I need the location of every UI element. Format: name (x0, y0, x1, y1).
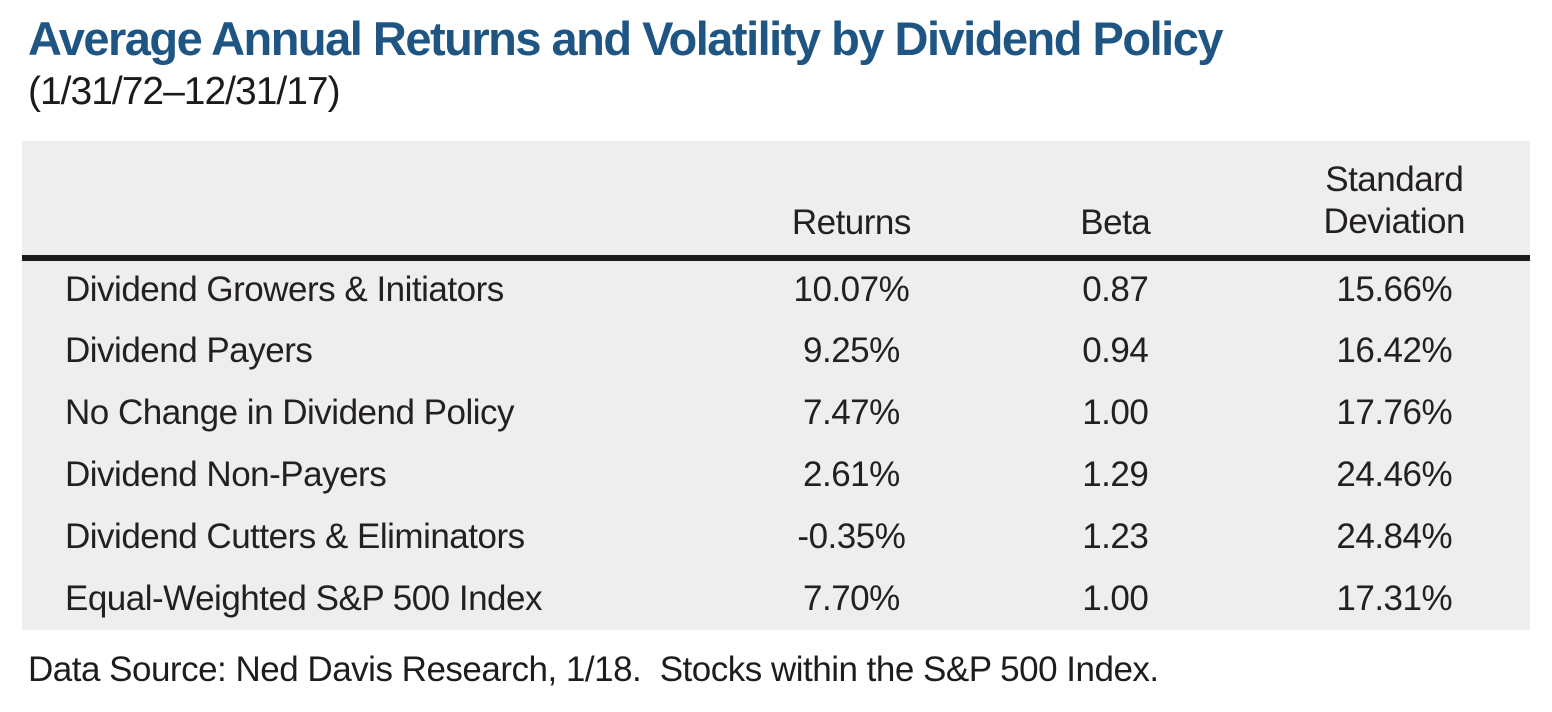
beta-value: 1.00 (1082, 578, 1149, 618)
row-label: Equal-Weighted S&P 500 Index (65, 578, 542, 618)
returns-value: 9.25% (803, 330, 900, 370)
page-title: Average Annual Returns and Volatility by… (28, 12, 1223, 65)
table-header: Returns Beta Standard Deviation (22, 140, 1530, 261)
beta-value: 0.94 (1082, 330, 1149, 370)
column-header-standard-deviation: Standard Deviation (1258, 140, 1530, 261)
document-page: Average Annual Returns and Volatility by… (22, 12, 1530, 689)
table-row: Equal-Weighted S&P 500 Index 7.70% 1.00 … (22, 568, 1530, 630)
column-header-beta: Beta (972, 140, 1259, 261)
beta-value: 1.00 (1082, 392, 1149, 432)
std-dev-value: 24.84% (1336, 516, 1453, 556)
table-row: Dividend Payers 9.25% 0.94 16.42% (22, 320, 1530, 382)
beta-value: 0.87 (1082, 270, 1149, 310)
table-body: Dividend Growers & Initiators 10.07% 0.8… (22, 258, 1530, 630)
returns-value: -0.35% (797, 516, 906, 556)
returns-value: 7.70% (803, 578, 900, 618)
std-dev-value: 24.46% (1336, 454, 1453, 494)
row-label: Dividend Growers & Initiators (65, 270, 504, 310)
row-label: No Change in Dividend Policy (65, 392, 515, 432)
returns-value: 10.07% (793, 270, 910, 310)
table-row: Dividend Cutters & Eliminators -0.35% 1.… (22, 506, 1530, 568)
returns-value: 7.47% (803, 392, 900, 432)
row-label: Dividend Payers (65, 330, 313, 370)
std-dev-value: 17.76% (1336, 392, 1453, 432)
table-row: Dividend Non-Payers 2.61% 1.29 24.46% (22, 444, 1530, 506)
date-range: (1/31/72–12/31/17) (28, 69, 341, 113)
table-row: No Change in Dividend Policy 7.47% 1.00 … (22, 382, 1530, 444)
table-row: Dividend Growers & Initiators 10.07% 0.8… (22, 258, 1530, 320)
returns-value: 2.61% (803, 454, 900, 494)
std-dev-value: 17.31% (1336, 578, 1453, 618)
source-note: Data Source: Ned Davis Research, 1/18. S… (28, 649, 1159, 689)
column-header-returns: Returns (730, 140, 973, 261)
beta-value: 1.23 (1082, 516, 1149, 556)
std-dev-value: 15.66% (1336, 270, 1453, 310)
std-dev-value: 16.42% (1336, 330, 1453, 370)
beta-value: 1.29 (1082, 454, 1149, 494)
header-row: Returns Beta Standard Deviation (22, 140, 1530, 261)
row-label: Dividend Cutters & Eliminators (65, 516, 525, 556)
row-label: Dividend Non-Payers (65, 454, 387, 494)
column-header-policy (22, 140, 731, 261)
dividend-policy-table: Returns Beta Standard Deviation Dividend… (22, 140, 1530, 630)
